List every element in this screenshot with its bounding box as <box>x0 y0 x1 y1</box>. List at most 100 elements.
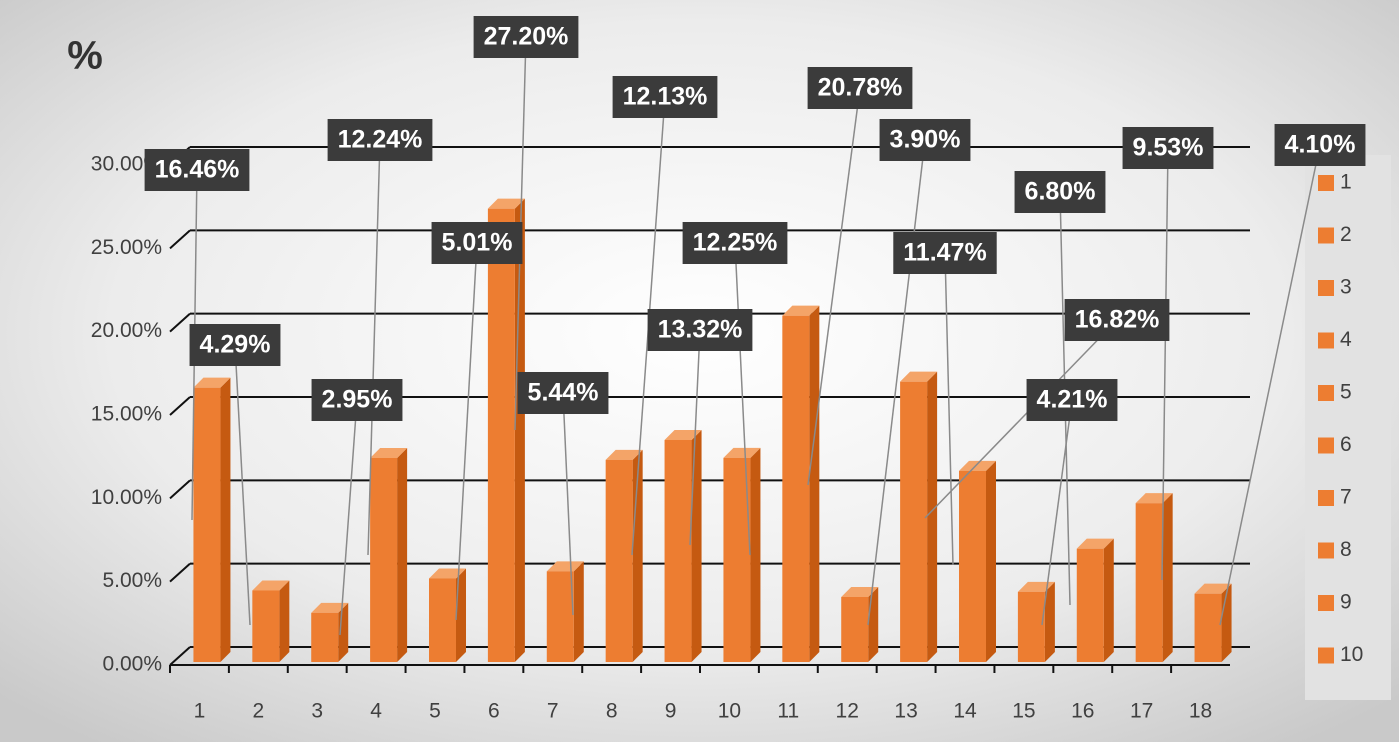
data-label: 13.32% <box>658 316 743 344</box>
leader-line <box>1161 147 1169 581</box>
bar-side <box>1103 538 1114 662</box>
bar-top <box>429 568 466 579</box>
legend-swatch <box>1318 332 1334 349</box>
data-label-box <box>189 324 281 366</box>
data-label: 4.10% <box>1285 131 1356 159</box>
grid-line-side <box>169 396 191 416</box>
bar-side <box>220 377 231 662</box>
y-tick-label: 20.00% <box>91 319 162 342</box>
legend-swatch <box>1318 385 1334 401</box>
data-label-box <box>327 119 433 161</box>
data-label-box <box>1064 299 1170 341</box>
data-label-box <box>1026 379 1118 421</box>
grid-line-side <box>169 562 191 583</box>
x-tick-label: 13 <box>894 700 917 723</box>
leader-line <box>1041 399 1073 626</box>
leader-line <box>944 252 954 566</box>
data-label-box <box>144 149 250 191</box>
y-tick-label: 5.00% <box>102 569 162 592</box>
data-label: 16.82% <box>1075 306 1160 334</box>
grid-line-side <box>169 646 191 666</box>
data-label-box <box>682 222 788 264</box>
bar-side <box>573 561 584 662</box>
grid-line-side <box>169 229 191 250</box>
leader-line <box>1219 144 1321 626</box>
data-label: 6.80% <box>1025 178 1096 206</box>
bar <box>782 315 810 662</box>
data-label-box <box>473 16 579 58</box>
legend-swatch <box>1318 595 1334 611</box>
data-label-box <box>517 372 609 414</box>
data-label: 2.95% <box>322 386 393 414</box>
bar-top <box>1194 583 1232 594</box>
x-tick-label: 15 <box>1012 700 1035 723</box>
bar <box>252 590 280 662</box>
data-label: 9.53% <box>1133 134 1204 162</box>
data-label: 20.78% <box>818 74 903 102</box>
legend-swatch <box>1318 490 1334 506</box>
bar-side <box>927 371 938 662</box>
bar-top <box>959 460 996 471</box>
grid-line-side <box>169 312 191 333</box>
data-label-box <box>431 222 523 264</box>
leader-line <box>924 319 1118 519</box>
y-tick-label: 25.00% <box>91 236 162 259</box>
bar <box>959 470 986 662</box>
x-tick-label: 3 <box>311 700 323 723</box>
bar <box>900 381 928 662</box>
leader-line <box>867 139 926 626</box>
legend-label: 6 <box>1340 433 1352 456</box>
data-label-box <box>647 309 753 351</box>
data-label-box <box>1122 127 1214 169</box>
bar-top <box>370 448 408 458</box>
legend-swatch <box>1318 437 1334 454</box>
bar <box>664 440 692 662</box>
leader-line <box>339 399 358 636</box>
legend-label: 1 <box>1340 171 1352 194</box>
x-tick-label: 10 <box>718 700 741 723</box>
x-tick-label: 1 <box>194 700 206 723</box>
bar-top <box>487 198 525 209</box>
data-label: 4.21% <box>1037 386 1108 414</box>
legend-swatch <box>1318 280 1334 296</box>
leader-line <box>807 87 861 486</box>
bar-side <box>514 198 525 662</box>
bar-side <box>1044 581 1055 662</box>
legend-swatch <box>1318 227 1334 244</box>
bar-side <box>986 460 996 662</box>
bar <box>1135 503 1163 662</box>
data-label: 11.47% <box>903 239 986 267</box>
data-label: 5.01% <box>442 229 513 257</box>
legend-label: 10 <box>1340 643 1363 666</box>
x-tick-label: 6 <box>488 700 500 723</box>
bar-side <box>809 305 820 662</box>
leader-line <box>234 344 251 626</box>
legend-label: 9 <box>1340 591 1352 614</box>
data-label-box <box>807 67 913 109</box>
bar-side <box>691 430 702 662</box>
legend-label: 4 <box>1340 328 1352 351</box>
bar-top <box>546 561 584 572</box>
data-label: 16.46% <box>155 156 240 184</box>
data-label: 12.24% <box>338 126 423 154</box>
bar <box>1076 548 1104 662</box>
bar-side <box>750 447 761 662</box>
bar-side <box>868 587 879 662</box>
bar <box>193 387 221 662</box>
x-tick-label: 2 <box>252 700 264 723</box>
x-tick-label: 9 <box>665 700 677 723</box>
bar-top <box>1017 581 1055 592</box>
bar <box>370 458 398 662</box>
bar-top <box>900 371 938 382</box>
bar <box>429 578 456 662</box>
bar <box>1194 593 1222 662</box>
bar-top <box>664 430 702 440</box>
bar-top <box>193 377 231 388</box>
y-tick-label: 30.00% <box>91 153 162 176</box>
legend-label: 2 <box>1340 223 1352 246</box>
leader-line <box>455 242 478 621</box>
x-tick-label: 8 <box>606 700 618 723</box>
x-tick-label: 14 <box>953 700 977 723</box>
bar-top <box>841 587 879 597</box>
